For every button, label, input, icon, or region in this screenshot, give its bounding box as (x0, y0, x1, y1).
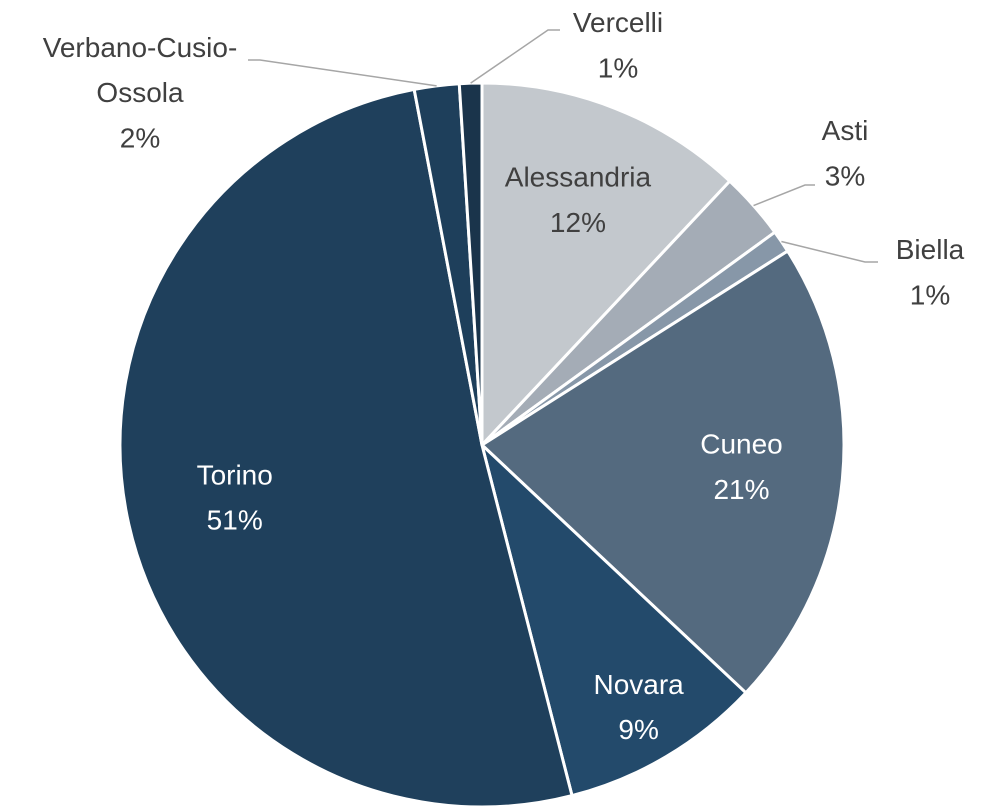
leader-line (248, 59, 437, 87)
pie-slice (118, 87, 574, 808)
leader-line (470, 29, 560, 84)
label-line: Verbano-Cusio- (43, 32, 238, 63)
label-line: Novara (593, 669, 684, 700)
value-label: 1% (598, 52, 638, 83)
pie-slice (480, 249, 846, 695)
category-label: Cuneo (700, 429, 783, 460)
value-label: 1% (910, 279, 950, 310)
value-label: 12% (550, 207, 606, 238)
category-label: Alessandria (505, 162, 652, 193)
label-line: Cuneo (700, 429, 783, 460)
category-label: Asti (822, 115, 869, 146)
category-label: Verbano-Cusio- Ossola (43, 32, 238, 108)
pie-slice (480, 443, 748, 798)
leader-line (781, 240, 878, 263)
label-line: Asti (822, 115, 869, 146)
pie-slice (480, 81, 732, 447)
category-label: Torino (197, 460, 273, 491)
leader-line (753, 184, 815, 207)
value-label: 21% (713, 474, 769, 505)
label-line: Biella (896, 234, 965, 265)
value-label: 3% (825, 160, 865, 191)
value-label: 2% (120, 122, 160, 153)
label-line: Torino (197, 460, 273, 491)
value-label: 9% (618, 714, 658, 745)
label-line: Ossola (96, 77, 184, 108)
label-line: Vercelli (573, 7, 663, 38)
category-label: Biella (896, 234, 965, 265)
category-label: Novara (593, 669, 684, 700)
label-line: Alessandria (505, 162, 652, 193)
category-label: Vercelli (573, 7, 663, 38)
value-label: 51% (207, 505, 263, 536)
